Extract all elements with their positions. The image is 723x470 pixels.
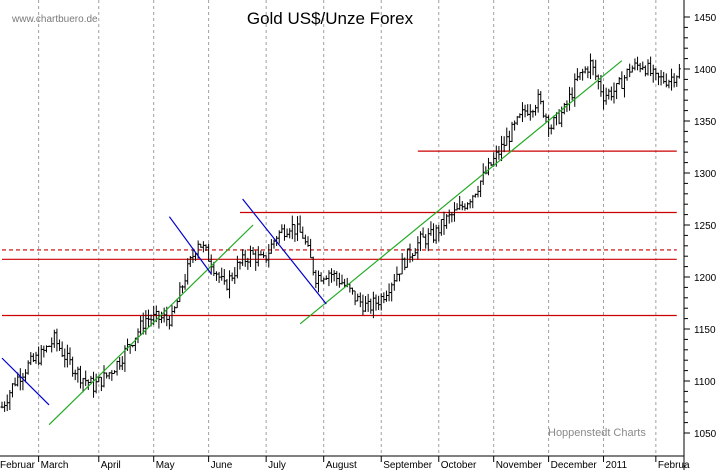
x-tick-label: September <box>383 460 433 470</box>
y-tick-label: 1400 <box>694 65 717 76</box>
x-tick-label: July <box>268 460 286 470</box>
x-tick-label: April <box>101 460 121 470</box>
x-tick-label: March <box>41 460 69 470</box>
y-tick-label: 1100 <box>694 377 716 388</box>
y-tick-label: 1050 <box>694 429 717 440</box>
x-axis: Februar March April May June July August Septem… <box>0 456 690 470</box>
chart-title: Gold US$/Unze Forex <box>247 9 414 28</box>
x-tick-label: October <box>441 460 477 470</box>
y-tick-label: 1300 <box>694 169 717 180</box>
y-axis: 1050 1100 1150 1200 1250 1300 1350 1400 1450 <box>684 13 717 440</box>
downtrend-line <box>168 216 212 275</box>
y-tick-label: 1250 <box>694 221 717 232</box>
y-tick-label: 1150 <box>694 325 716 336</box>
watermark: www.chartbuero.de <box>11 14 98 25</box>
price-bars <box>0 53 681 412</box>
trendlines <box>1 60 623 426</box>
downtrend-line <box>242 198 327 305</box>
x-tick-label: May <box>156 460 175 470</box>
x-tick-label: December <box>551 460 598 470</box>
x-tick-label: June <box>211 460 233 470</box>
x-tick-label: 2011 <box>606 460 628 470</box>
uptrend-line <box>299 60 623 325</box>
y-tick-label: 1200 <box>694 273 717 284</box>
uptrend-line <box>48 224 254 426</box>
x-tick-label: Februar <box>0 460 36 470</box>
x-tick-label: August <box>326 460 357 470</box>
x-tick-label: November <box>496 460 543 470</box>
x-tick-label: Februa <box>658 460 690 470</box>
horizontal-levels <box>2 150 677 317</box>
y-tick-label: 1350 <box>694 117 717 128</box>
y-tick-label: 1450 <box>694 13 717 24</box>
source-label: Hoppenstedt Charts <box>548 427 646 439</box>
downtrend-line <box>1 357 50 406</box>
